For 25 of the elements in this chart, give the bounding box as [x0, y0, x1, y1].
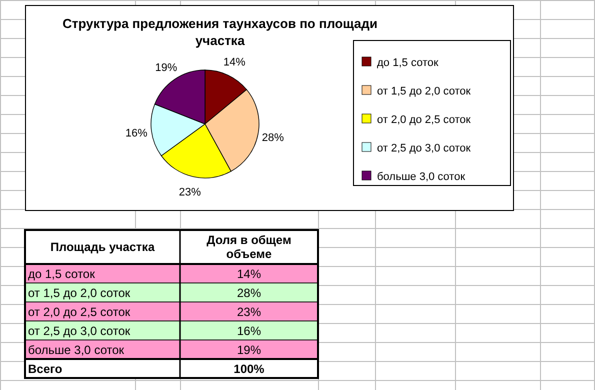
legend-label: больше 3,0 соток — [377, 171, 466, 183]
category-label: до 1,5 соток — [28, 267, 95, 281]
chart-title: Структура предложения таунхаусов по площади участка — [62, 16, 378, 48]
data-label: 28% — [262, 132, 284, 144]
legend-label: от 2,0 до 2,5 соток — [377, 114, 471, 126]
category-label: от 1,5 до 2,0 соток — [28, 286, 130, 300]
data-label: 16% — [125, 128, 148, 140]
text: Всего — [28, 362, 62, 376]
category-label: больше 3,0 соток — [28, 343, 124, 357]
text: 100% — [234, 362, 265, 376]
text: 14% — [236, 267, 262, 281]
text: 28% — [236, 286, 262, 300]
legend-label: до 1,5 соток — [377, 57, 438, 69]
category-label: от 2,5 до 3,0 соток — [28, 324, 130, 338]
data-label: 14% — [223, 56, 246, 68]
category-label: от 2,0 до 2,5 соток — [28, 305, 130, 319]
data-label: 23% — [178, 186, 202, 198]
text: Площадь участка — [50, 240, 155, 254]
text: 19% — [236, 343, 262, 357]
legend-label: от 2,5 до 3,0 соток — [377, 142, 471, 154]
text: Доля в общем объеме — [206, 233, 292, 261]
data-label: 19% — [155, 62, 178, 74]
text: 16% — [236, 324, 262, 338]
text: 23% — [236, 305, 262, 319]
legend-label: от 1,5 до 2,0 соток — [377, 86, 471, 98]
